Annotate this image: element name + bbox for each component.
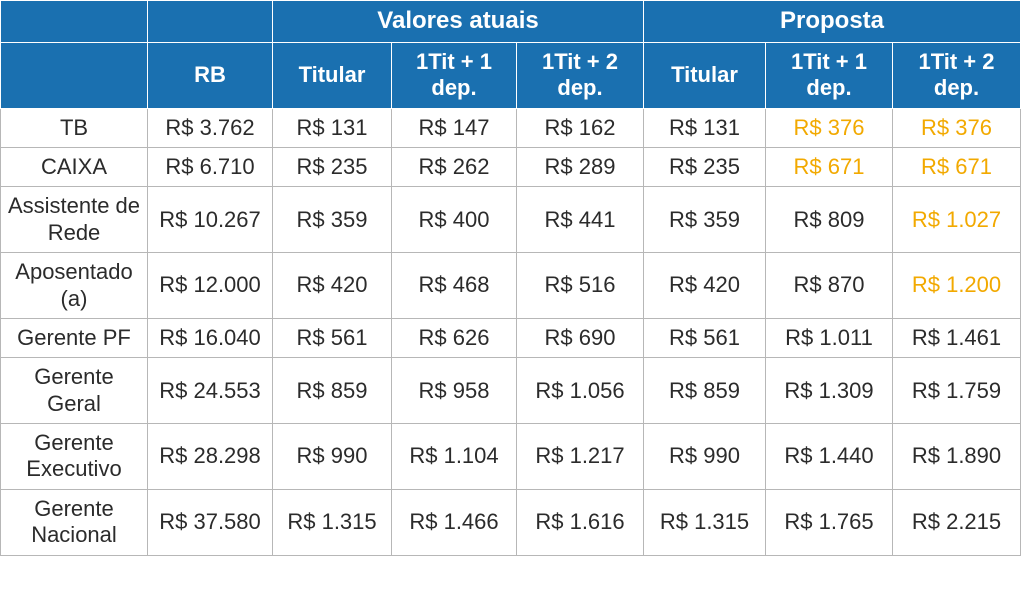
cell-prop-1dep: R$ 671 xyxy=(766,147,893,186)
header-col-prop-2dep: 1Tit + 2 dep. xyxy=(893,42,1021,108)
row-label: TB xyxy=(1,108,148,147)
cell-cur-titular: R$ 420 xyxy=(273,253,392,319)
cell-prop-2dep: R$ 671 xyxy=(893,147,1021,186)
cell-prop-2dep: R$ 1.200 xyxy=(893,253,1021,319)
cell-cur-titular: R$ 235 xyxy=(273,147,392,186)
cell-prop-titular: R$ 1.315 xyxy=(644,489,766,555)
cell-prop-1dep: R$ 870 xyxy=(766,253,893,319)
cell-cur-titular: R$ 1.315 xyxy=(273,489,392,555)
cell-rb: R$ 3.762 xyxy=(148,108,273,147)
cell-cur-2dep: R$ 1.217 xyxy=(517,424,644,490)
cell-prop-titular: R$ 359 xyxy=(644,187,766,253)
cell-cur-1dep: R$ 1.104 xyxy=(392,424,517,490)
cell-rb: R$ 16.040 xyxy=(148,318,273,357)
header-col-prop-1dep: 1Tit + 1 dep. xyxy=(766,42,893,108)
cell-cur-1dep: R$ 262 xyxy=(392,147,517,186)
cell-cur-1dep: R$ 1.466 xyxy=(392,489,517,555)
header-row-groups: Valores atuais Proposta xyxy=(1,1,1021,43)
cell-rb: R$ 6.710 xyxy=(148,147,273,186)
cell-cur-2dep: R$ 289 xyxy=(517,147,644,186)
cell-prop-1dep: R$ 1.011 xyxy=(766,318,893,357)
row-label: Gerente Executivo xyxy=(1,424,148,490)
row-label: Aposentado (a) xyxy=(1,253,148,319)
header-col-cur-1dep: 1Tit + 1 dep. xyxy=(392,42,517,108)
row-label: Assistente de Rede xyxy=(1,187,148,253)
table-row: Gerente ExecutivoR$ 28.298R$ 990R$ 1.104… xyxy=(1,424,1021,490)
cell-cur-titular: R$ 859 xyxy=(273,358,392,424)
header-group-current: Valores atuais xyxy=(273,1,644,43)
table-row: Gerente NacionalR$ 37.580R$ 1.315R$ 1.46… xyxy=(1,489,1021,555)
cell-prop-titular: R$ 420 xyxy=(644,253,766,319)
cell-cur-1dep: R$ 147 xyxy=(392,108,517,147)
cell-cur-2dep: R$ 1.616 xyxy=(517,489,644,555)
table-header: Valores atuais Proposta RB Titular 1Tit … xyxy=(1,1,1021,109)
cell-prop-2dep: R$ 1.461 xyxy=(893,318,1021,357)
table-row: Gerente GeralR$ 24.553R$ 859R$ 958R$ 1.0… xyxy=(1,358,1021,424)
comparison-table: Valores atuais Proposta RB Titular 1Tit … xyxy=(0,0,1021,556)
comparison-table-container: Valores atuais Proposta RB Titular 1Tit … xyxy=(0,0,1020,556)
cell-cur-1dep: R$ 400 xyxy=(392,187,517,253)
cell-prop-1dep: R$ 376 xyxy=(766,108,893,147)
cell-prop-titular: R$ 859 xyxy=(644,358,766,424)
cell-prop-titular: R$ 990 xyxy=(644,424,766,490)
row-label: Gerente Nacional xyxy=(1,489,148,555)
cell-prop-1dep: R$ 1.309 xyxy=(766,358,893,424)
cell-cur-2dep: R$ 162 xyxy=(517,108,644,147)
cell-rb: R$ 12.000 xyxy=(148,253,273,319)
cell-cur-1dep: R$ 958 xyxy=(392,358,517,424)
cell-prop-titular: R$ 131 xyxy=(644,108,766,147)
header-group-proposal: Proposta xyxy=(644,1,1021,43)
header-col-cur-2dep: 1Tit + 2 dep. xyxy=(517,42,644,108)
header-blank-3 xyxy=(1,42,148,108)
cell-cur-2dep: R$ 690 xyxy=(517,318,644,357)
header-blank-2 xyxy=(148,1,273,43)
row-label: Gerente PF xyxy=(1,318,148,357)
cell-cur-2dep: R$ 441 xyxy=(517,187,644,253)
cell-cur-titular: R$ 990 xyxy=(273,424,392,490)
header-row-columns: RB Titular 1Tit + 1 dep. 1Tit + 2 dep. T… xyxy=(1,42,1021,108)
cell-cur-2dep: R$ 516 xyxy=(517,253,644,319)
table-row: Aposentado (a)R$ 12.000R$ 420R$ 468R$ 51… xyxy=(1,253,1021,319)
table-body: TBR$ 3.762R$ 131R$ 147R$ 162R$ 131R$ 376… xyxy=(1,108,1021,555)
cell-prop-2dep: R$ 1.759 xyxy=(893,358,1021,424)
header-col-rb: RB xyxy=(148,42,273,108)
cell-prop-2dep: R$ 1.027 xyxy=(893,187,1021,253)
cell-cur-titular: R$ 359 xyxy=(273,187,392,253)
table-row: TBR$ 3.762R$ 131R$ 147R$ 162R$ 131R$ 376… xyxy=(1,108,1021,147)
cell-prop-2dep: R$ 376 xyxy=(893,108,1021,147)
cell-cur-2dep: R$ 1.056 xyxy=(517,358,644,424)
table-row: Gerente PFR$ 16.040R$ 561R$ 626R$ 690R$ … xyxy=(1,318,1021,357)
table-row: CAIXAR$ 6.710R$ 235R$ 262R$ 289R$ 235R$ … xyxy=(1,147,1021,186)
cell-rb: R$ 10.267 xyxy=(148,187,273,253)
header-col-prop-titular: Titular xyxy=(644,42,766,108)
cell-rb: R$ 37.580 xyxy=(148,489,273,555)
cell-cur-titular: R$ 131 xyxy=(273,108,392,147)
cell-prop-1dep: R$ 809 xyxy=(766,187,893,253)
cell-cur-1dep: R$ 626 xyxy=(392,318,517,357)
cell-cur-titular: R$ 561 xyxy=(273,318,392,357)
cell-prop-titular: R$ 235 xyxy=(644,147,766,186)
cell-prop-titular: R$ 561 xyxy=(644,318,766,357)
cell-prop-2dep: R$ 1.890 xyxy=(893,424,1021,490)
header-blank-1 xyxy=(1,1,148,43)
cell-prop-1dep: R$ 1.440 xyxy=(766,424,893,490)
table-row: Assistente de RedeR$ 10.267R$ 359R$ 400R… xyxy=(1,187,1021,253)
cell-cur-1dep: R$ 468 xyxy=(392,253,517,319)
header-col-cur-titular: Titular xyxy=(273,42,392,108)
row-label: CAIXA xyxy=(1,147,148,186)
cell-prop-1dep: R$ 1.765 xyxy=(766,489,893,555)
row-label: Gerente Geral xyxy=(1,358,148,424)
cell-rb: R$ 24.553 xyxy=(148,358,273,424)
cell-rb: R$ 28.298 xyxy=(148,424,273,490)
cell-prop-2dep: R$ 2.215 xyxy=(893,489,1021,555)
